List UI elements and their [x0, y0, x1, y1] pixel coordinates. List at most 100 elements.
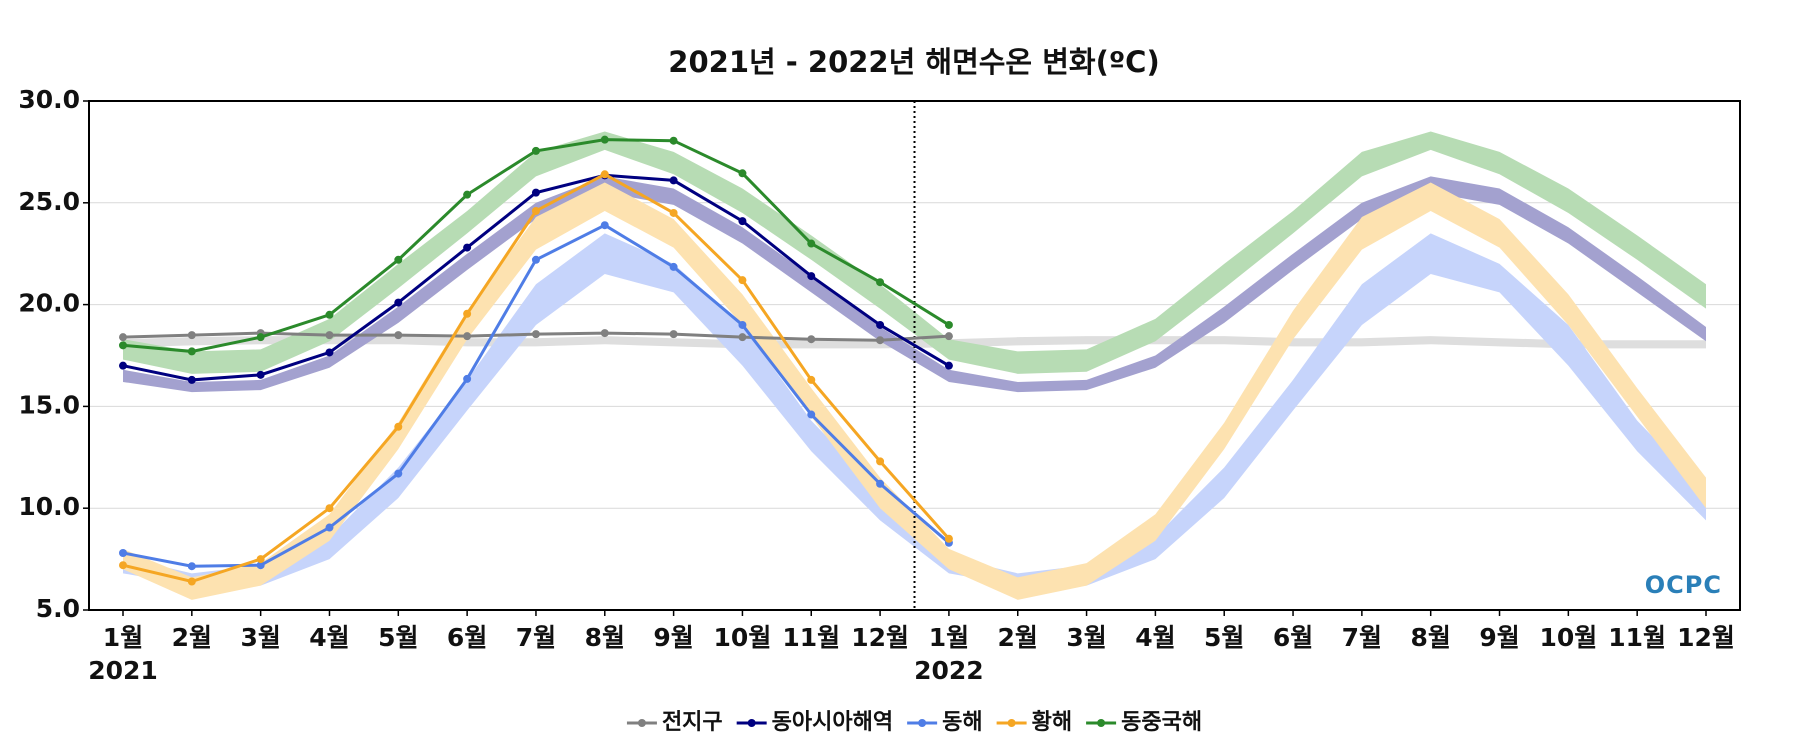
x-tick-label: 7월: [516, 623, 556, 652]
data-point: [394, 331, 403, 340]
data-point: [187, 562, 196, 571]
data-point: [738, 217, 747, 226]
data-point: [669, 330, 678, 339]
x-tick-label: 2월: [172, 623, 212, 652]
data-point: [119, 341, 127, 350]
data-point: [256, 333, 265, 342]
data-point: [394, 298, 403, 307]
data-point: [531, 206, 540, 215]
x-tick-label: 11월: [782, 623, 840, 652]
x-tick-label: 2월: [998, 623, 1038, 652]
x-tick-label: 9월: [653, 623, 693, 652]
data-point: [394, 255, 403, 264]
legend-label: 동아시아해역: [772, 710, 893, 735]
data-point: [876, 457, 885, 466]
data-point: [463, 243, 472, 252]
legend-label: 동해: [942, 710, 982, 735]
data-point: [394, 469, 403, 478]
data-point: [119, 548, 127, 557]
data-point: [807, 375, 816, 384]
data-point: [876, 479, 885, 488]
y-tick-label: 25.0: [18, 187, 80, 216]
x-tick-label: 8월: [1410, 623, 1450, 652]
y-tick-label: 15.0: [18, 390, 80, 419]
data-point: [531, 146, 540, 155]
plot-frame: [88, 100, 1741, 611]
data-point: [807, 335, 816, 344]
data-point: [187, 331, 196, 340]
y-tick-label: 10.0: [18, 492, 80, 521]
data-point: [600, 135, 609, 144]
x-tick-label: 12월: [1677, 623, 1735, 652]
x-tick-label: 11월: [1608, 623, 1666, 652]
data-point: [531, 188, 540, 197]
data-point: [807, 272, 816, 281]
data-point: [600, 170, 609, 179]
x-tick-label: 3월: [1066, 623, 1106, 652]
data-point: [119, 333, 127, 342]
data-point: [600, 329, 609, 338]
data-point: [463, 309, 472, 318]
y-tick-label: 20.0: [18, 289, 80, 318]
y-tick-label: 30.0: [18, 85, 80, 114]
x-tick-label: 1월: [929, 623, 969, 652]
data-point: [325, 523, 334, 532]
x-tick-label: 9월: [1479, 623, 1519, 652]
logo: OCPC: [1645, 571, 1722, 599]
data-point: [807, 410, 816, 419]
x-tick-label: 10월: [714, 623, 772, 652]
legend: 전지구 동아시아해역 동해 황해 동중국해: [626, 710, 1202, 735]
data-point: [669, 136, 678, 145]
x-tick-label: 10월: [1539, 623, 1597, 652]
data-point: [669, 262, 678, 271]
data-point: [738, 169, 747, 178]
y-tick-label: 5.0: [36, 594, 80, 623]
data-point: [669, 176, 678, 185]
legend-label: 전지구: [662, 710, 723, 735]
range-band: [123, 176, 1706, 393]
x-tick-label: 5월: [378, 623, 418, 652]
legend-swatch-dot: [918, 719, 927, 727]
data-point: [256, 555, 265, 564]
data-point: [463, 190, 472, 199]
data-point: [944, 320, 953, 329]
data-point: [463, 374, 472, 383]
data-point: [463, 332, 472, 341]
data-point: [394, 422, 403, 431]
legend-label: 동중국해: [1121, 710, 1202, 735]
data-point: [669, 208, 678, 217]
legend-label: 황해: [1032, 710, 1072, 735]
x-tick-label: 4월: [309, 623, 349, 652]
data-point: [738, 276, 747, 285]
legend-swatch-dot: [1097, 719, 1106, 727]
data-point: [256, 561, 265, 570]
data-point: [944, 361, 953, 370]
chart-title: 2021년 - 2022년 해면수온 변화(ºC): [668, 45, 1159, 79]
data-point: [187, 577, 196, 586]
x-tick-label: 4월: [1135, 623, 1175, 652]
data-point: [531, 330, 540, 339]
data-point: [256, 370, 265, 379]
data-point: [325, 310, 334, 319]
x-tick-label: 12월: [851, 623, 909, 652]
x-tick-label: 7월: [1342, 623, 1382, 652]
data-point: [876, 278, 885, 287]
data-point: [325, 504, 334, 513]
year-label: 2021: [88, 656, 158, 685]
legend-swatch-dot: [747, 719, 756, 727]
data-point: [738, 320, 747, 329]
range-band: [123, 131, 1706, 374]
legend-swatch-dot: [637, 719, 646, 727]
data-point: [876, 336, 885, 345]
data-point: [325, 348, 334, 357]
x-tick-label: 6월: [1273, 623, 1313, 652]
legend-swatch-dot: [1007, 719, 1016, 727]
year-label: 2022: [914, 656, 984, 685]
data-point: [531, 255, 540, 264]
data-point: [187, 347, 196, 356]
data-point: [807, 239, 816, 248]
x-tick-label: 8월: [585, 623, 625, 652]
x-tick-label: 5월: [1204, 623, 1244, 652]
data-point: [187, 375, 196, 384]
